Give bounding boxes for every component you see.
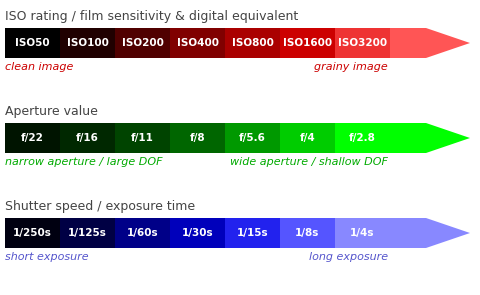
Text: ISO100: ISO100: [67, 38, 108, 48]
Bar: [280, 28, 335, 58]
Bar: [115, 123, 170, 153]
Text: 1/125s: 1/125s: [68, 228, 107, 238]
Text: Aperture value: Aperture value: [5, 105, 98, 118]
Text: long exposure: long exposure: [309, 252, 388, 262]
Polygon shape: [390, 28, 470, 58]
Bar: [335, 218, 390, 248]
Bar: [5, 123, 60, 153]
Text: f/8: f/8: [190, 133, 205, 143]
Bar: [280, 123, 335, 153]
Bar: [335, 28, 390, 58]
Bar: [335, 123, 390, 153]
Bar: [5, 28, 60, 58]
Text: f/2.8: f/2.8: [349, 133, 376, 143]
Bar: [60, 123, 115, 153]
Text: 1/15s: 1/15s: [237, 228, 268, 238]
Bar: [60, 28, 115, 58]
Text: f/16: f/16: [76, 133, 99, 143]
Bar: [225, 218, 280, 248]
Text: ISO800: ISO800: [231, 38, 274, 48]
Text: f/22: f/22: [21, 133, 44, 143]
Text: f/5.6: f/5.6: [239, 133, 266, 143]
Text: ISO1600: ISO1600: [283, 38, 332, 48]
Text: wide aperture / shallow DOF: wide aperture / shallow DOF: [230, 157, 388, 167]
Text: Shutter speed / exposure time: Shutter speed / exposure time: [5, 200, 195, 213]
Text: ISO3200: ISO3200: [338, 38, 387, 48]
Bar: [170, 28, 225, 58]
Polygon shape: [390, 123, 470, 153]
Text: grainy image: grainy image: [314, 62, 388, 72]
Text: clean image: clean image: [5, 62, 73, 72]
Text: 1/60s: 1/60s: [127, 228, 158, 238]
Text: short exposure: short exposure: [5, 252, 89, 262]
Bar: [280, 218, 335, 248]
Bar: [5, 218, 60, 248]
Bar: [60, 218, 115, 248]
Bar: [115, 218, 170, 248]
Bar: [115, 28, 170, 58]
Text: 1/8s: 1/8s: [295, 228, 320, 238]
Bar: [225, 28, 280, 58]
Text: ISO rating / film sensitivity & digital equivalent: ISO rating / film sensitivity & digital …: [5, 10, 298, 23]
Text: 1/4s: 1/4s: [350, 228, 375, 238]
Text: 1/30s: 1/30s: [182, 228, 213, 238]
Polygon shape: [390, 218, 470, 248]
Text: narrow aperture / large DOF: narrow aperture / large DOF: [5, 157, 163, 167]
Text: 1/250s: 1/250s: [13, 228, 52, 238]
Text: ISO50: ISO50: [15, 38, 50, 48]
Bar: [170, 123, 225, 153]
Bar: [170, 218, 225, 248]
Text: ISO200: ISO200: [121, 38, 163, 48]
Text: f/11: f/11: [131, 133, 154, 143]
Text: ISO400: ISO400: [177, 38, 218, 48]
Text: f/4: f/4: [300, 133, 315, 143]
Bar: [225, 123, 280, 153]
